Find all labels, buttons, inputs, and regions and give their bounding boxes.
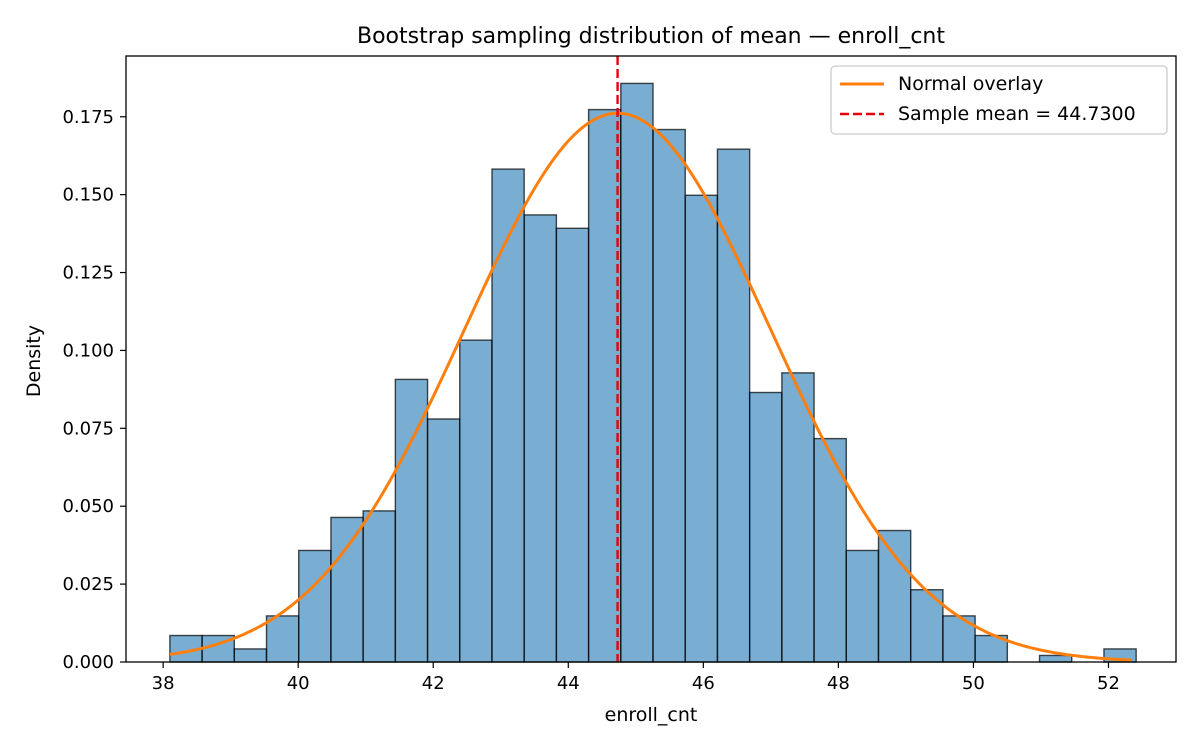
y-tick-label: 0.150 <box>62 185 114 206</box>
x-tick-label: 44 <box>557 673 580 694</box>
histogram-bar <box>523 214 558 663</box>
histogram-bars <box>169 82 1137 663</box>
histogram-bar <box>652 128 686 663</box>
x-tick-label: 46 <box>692 673 715 694</box>
histogram-bar <box>1038 654 1073 663</box>
histogram-bar <box>459 339 493 663</box>
y-tick-label: 0.050 <box>62 496 114 517</box>
plot-frame <box>125 55 1177 663</box>
histogram-bar <box>684 194 719 663</box>
histogram-bar <box>394 378 429 663</box>
y-tick-label: 0.025 <box>62 574 114 595</box>
y-tick-label: 0.000 <box>62 652 114 673</box>
x-tick-label: 50 <box>962 673 985 694</box>
legend: Normal overlay Sample mean = 44.7300 <box>830 65 1168 135</box>
histogram-bar <box>620 82 654 663</box>
histogram-bar <box>265 615 300 663</box>
y-tick-label: 0.075 <box>62 418 114 439</box>
histogram-bar <box>330 516 364 663</box>
legend-normal-label: Normal overlay <box>898 73 1043 95</box>
histogram-bar <box>781 372 815 663</box>
x-tick-label: 42 <box>422 673 445 694</box>
histogram-bar <box>491 168 525 663</box>
y-tick-label: 0.175 <box>62 107 114 128</box>
chart-title: Bootstrap sampling distribution of mean … <box>357 24 945 49</box>
y-tick-label: 0.100 <box>62 340 114 361</box>
legend-box <box>830 65 1168 135</box>
normal-overlay-line <box>169 111 1133 662</box>
x-tick-label: 48 <box>827 673 850 694</box>
histogram-bar <box>877 529 912 663</box>
x-tick-label: 52 <box>1097 673 1120 694</box>
x-axis-label: enroll_cnt <box>605 704 698 726</box>
normal-overlay-layer <box>169 56 1133 662</box>
x-tick-label: 38 <box>152 673 175 694</box>
histogram-bar <box>587 108 622 663</box>
histogram-bar <box>233 648 268 663</box>
legend-mean-label: Sample mean = 44.7300 <box>898 103 1136 125</box>
x-axis-ticks: 38 40 42 44 46 48 50 52 <box>152 662 1120 694</box>
y-axis-label: Density <box>23 325 45 397</box>
y-axis-ticks: 0.000 0.025 0.050 0.075 0.100 0.125 0.150 0.175 <box>62 107 126 673</box>
histogram-bar <box>716 148 751 663</box>
x-tick-label: 40 <box>287 673 310 694</box>
histogram-bar <box>362 510 397 663</box>
histogram-bar <box>748 391 783 663</box>
histogram-bar <box>426 418 461 663</box>
y-tick-label: 0.125 <box>62 263 114 284</box>
histogram-bar <box>555 227 590 663</box>
histogram-bar <box>298 549 332 663</box>
histogram-bar <box>845 549 880 663</box>
